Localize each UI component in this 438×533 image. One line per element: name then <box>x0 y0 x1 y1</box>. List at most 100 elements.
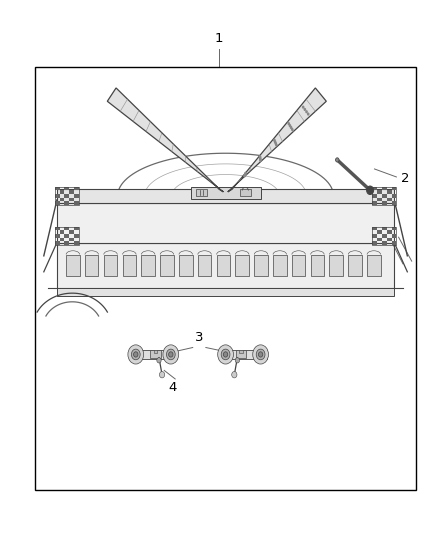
Bar <box>372 194 377 198</box>
Bar <box>74 234 79 238</box>
Bar <box>64 201 69 205</box>
Bar <box>372 227 396 245</box>
Bar <box>219 350 267 359</box>
Bar <box>292 255 305 276</box>
Circle shape <box>259 158 261 161</box>
Circle shape <box>287 122 290 125</box>
Bar <box>367 255 381 276</box>
Circle shape <box>275 143 278 147</box>
Bar <box>382 194 387 198</box>
Bar <box>377 230 382 234</box>
Bar <box>240 189 251 196</box>
Circle shape <box>302 106 304 109</box>
Text: 2: 2 <box>401 172 409 185</box>
Circle shape <box>166 349 175 360</box>
Circle shape <box>304 108 306 111</box>
Bar <box>236 350 246 358</box>
Bar <box>57 243 394 288</box>
Bar <box>154 350 157 353</box>
Bar <box>69 230 74 234</box>
Bar <box>382 227 387 230</box>
Circle shape <box>235 358 240 363</box>
Bar <box>60 198 64 201</box>
Circle shape <box>131 349 140 360</box>
Circle shape <box>169 352 173 357</box>
Circle shape <box>259 156 261 159</box>
Bar <box>372 227 377 230</box>
Bar <box>141 255 155 276</box>
Bar <box>273 255 286 276</box>
Circle shape <box>244 172 247 175</box>
Bar <box>55 194 60 198</box>
Circle shape <box>244 173 246 176</box>
Bar <box>55 241 60 245</box>
Bar <box>392 241 396 245</box>
Bar <box>60 230 64 234</box>
Bar <box>387 230 392 234</box>
Circle shape <box>289 124 291 127</box>
Circle shape <box>307 112 310 116</box>
Circle shape <box>274 140 276 143</box>
Bar <box>382 187 387 190</box>
Bar <box>239 350 243 353</box>
Bar <box>74 187 79 190</box>
Bar <box>123 255 136 276</box>
Bar <box>217 255 230 276</box>
Bar <box>57 189 394 203</box>
Bar <box>60 238 64 241</box>
Bar <box>196 189 207 196</box>
Bar <box>382 201 387 205</box>
Bar <box>64 194 69 198</box>
Bar <box>311 255 324 276</box>
Bar <box>392 227 396 230</box>
Circle shape <box>232 372 237 378</box>
Bar <box>160 255 174 276</box>
Polygon shape <box>107 88 223 192</box>
Bar <box>377 190 382 194</box>
Circle shape <box>336 158 339 162</box>
Circle shape <box>218 345 233 364</box>
Text: 3: 3 <box>195 331 204 344</box>
Circle shape <box>243 174 246 177</box>
Bar <box>74 241 79 245</box>
Bar <box>55 227 79 245</box>
Circle shape <box>258 352 263 357</box>
Bar <box>35 67 416 490</box>
Bar <box>372 234 377 238</box>
Bar <box>55 201 60 205</box>
Bar <box>55 187 60 190</box>
Bar <box>382 241 387 245</box>
Bar <box>372 241 377 245</box>
Circle shape <box>128 345 144 364</box>
Bar <box>198 255 212 276</box>
Bar <box>74 201 79 205</box>
Bar <box>55 234 60 238</box>
Text: 4: 4 <box>169 381 177 394</box>
Bar <box>392 187 396 190</box>
Circle shape <box>256 349 265 360</box>
Circle shape <box>305 110 308 114</box>
Bar <box>74 227 79 230</box>
Bar <box>64 241 69 245</box>
Bar <box>64 187 69 190</box>
Bar <box>377 238 382 241</box>
Bar <box>85 255 99 276</box>
Bar <box>129 350 177 359</box>
Bar <box>57 288 394 296</box>
Circle shape <box>159 372 165 378</box>
Circle shape <box>223 352 228 357</box>
Bar <box>104 255 117 276</box>
Bar <box>57 203 394 243</box>
Bar <box>387 198 392 201</box>
Bar <box>64 227 69 230</box>
Circle shape <box>244 173 247 176</box>
Bar <box>382 234 387 238</box>
Circle shape <box>273 139 276 142</box>
Bar <box>329 255 343 276</box>
Bar <box>387 190 392 194</box>
Circle shape <box>259 155 261 158</box>
Circle shape <box>274 142 277 145</box>
Circle shape <box>367 186 374 195</box>
Bar <box>55 227 60 230</box>
Bar <box>60 190 64 194</box>
